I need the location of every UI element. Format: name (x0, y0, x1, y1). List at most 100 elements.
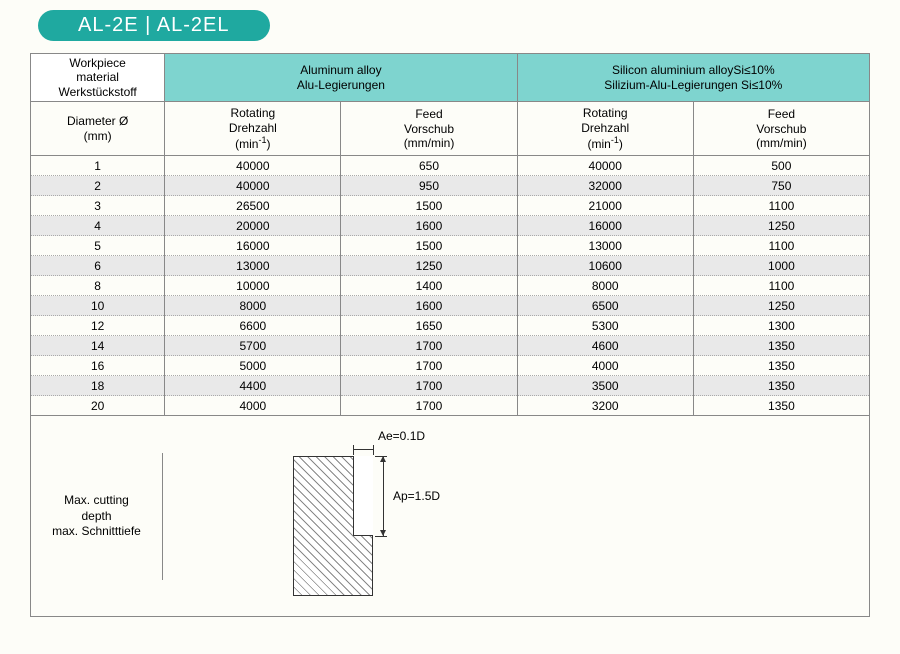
hdr-material: Workpiece material Werkstückstoff (31, 54, 165, 102)
cell-f1: 1600 (341, 296, 517, 316)
table-row: 14000065040000500 (31, 156, 870, 176)
hdr-feed-l3: (mm/min) (404, 136, 455, 150)
cell-r2: 21000 (517, 196, 693, 216)
hdr-rotating-1: Rotating Drehzahl (min-1) (165, 102, 341, 156)
cell-f2: 1350 (693, 396, 869, 416)
table-row: 3265001500210001100 (31, 196, 870, 216)
cell-d: 14 (31, 336, 165, 356)
cell-f2: 1350 (693, 356, 869, 376)
table-row: 810000140080001100 (31, 276, 870, 296)
cell-r2: 4600 (517, 336, 693, 356)
table-row: 145700170046001350 (31, 336, 870, 356)
footer-l1: Max. cutting (64, 493, 129, 507)
table-row: 5160001500130001100 (31, 236, 870, 256)
table-row: 6130001250106001000 (31, 256, 870, 276)
table-row: 4200001600160001250 (31, 216, 870, 236)
dim-ae-line (353, 449, 373, 450)
hdr-feed2-l1: Feed (768, 107, 795, 121)
cell-f2: 500 (693, 156, 869, 176)
cell-r2: 16000 (517, 216, 693, 236)
hdr-group1-l1: Aluminum alloy (300, 63, 381, 77)
dim-ae-label: Ae=0.1D (378, 429, 425, 443)
cell-f2: 1100 (693, 236, 869, 256)
cell-r1: 40000 (165, 156, 341, 176)
dim-ap-label: Ap=1.5D (393, 489, 440, 503)
table-row: 126600165053001300 (31, 316, 870, 336)
hdr-rot-l1: Rotating (230, 106, 275, 120)
cell-r1: 8000 (165, 296, 341, 316)
table-row: 24000095032000750 (31, 176, 870, 196)
cell-r2: 13000 (517, 236, 693, 256)
table-row: 165000170040001350 (31, 356, 870, 376)
hdr-rot2-l1: Rotating (583, 106, 628, 120)
table-row: 108000160065001250 (31, 296, 870, 316)
hdr-feed-l2: Vorschub (404, 122, 454, 136)
cell-r2: 10600 (517, 256, 693, 276)
cell-r2: 3500 (517, 376, 693, 396)
cell-r1: 5000 (165, 356, 341, 376)
cell-f1: 1400 (341, 276, 517, 296)
dim-ae-tick-r (373, 445, 374, 455)
hdr-group-silicon: Silicon aluminium alloySi≤10% Silizium-A… (517, 54, 869, 102)
cutting-diagram: Ae=0.1D Ap=1.5D (293, 431, 493, 601)
cell-f2: 1100 (693, 276, 869, 296)
cell-d: 16 (31, 356, 165, 376)
hdr-rot-l3b: ) (267, 137, 271, 151)
cell-r2: 3200 (517, 396, 693, 416)
cell-r2: 8000 (517, 276, 693, 296)
cell-r1: 20000 (165, 216, 341, 236)
cell-r2: 40000 (517, 156, 693, 176)
footer-l2: depth (81, 509, 111, 523)
cell-f1: 650 (341, 156, 517, 176)
hdr-group-aluminum: Aluminum alloy Alu-Legierungen (165, 54, 517, 102)
hdr-feed-l1: Feed (415, 107, 442, 121)
dim-ap-line (383, 456, 384, 536)
table-row: 184400170035001350 (31, 376, 870, 396)
cell-r1: 6600 (165, 316, 341, 336)
cell-f1: 1650 (341, 316, 517, 336)
cell-f2: 1250 (693, 296, 869, 316)
hdr-group1-l2: Alu-Legierungen (297, 78, 385, 92)
cell-r2: 4000 (517, 356, 693, 376)
cell-d: 10 (31, 296, 165, 316)
cell-r1: 40000 (165, 176, 341, 196)
cell-d: 6 (31, 256, 165, 276)
cell-f2: 1350 (693, 336, 869, 356)
cell-r1: 4400 (165, 376, 341, 396)
hdr-rot2-l3a: (min (588, 137, 611, 151)
dim-ap-arrow-bottom (380, 530, 386, 536)
cell-f2: 1350 (693, 376, 869, 396)
cell-f1: 1700 (341, 336, 517, 356)
cell-d: 5 (31, 236, 165, 256)
cell-f1: 1700 (341, 376, 517, 396)
hdr-material-l1: Workpiece (69, 56, 125, 70)
cell-r1: 10000 (165, 276, 341, 296)
cell-d: 1 (31, 156, 165, 176)
cell-r1: 5700 (165, 336, 341, 356)
footer-label: Max. cutting depth max. Schnitttiefe (31, 453, 163, 580)
dim-ap-arrow-top (380, 456, 386, 462)
footer-row: Max. cutting depth max. Schnitttiefe Ae=… (30, 416, 870, 617)
dim-ae-tick-l (353, 445, 354, 455)
cell-f2: 1250 (693, 216, 869, 236)
hdr-feed2-l2: Vorschub (756, 122, 806, 136)
table-row: 204000170032001350 (31, 396, 870, 416)
cell-f1: 1500 (341, 236, 517, 256)
cutting-data-table: Workpiece material Werkstückstoff Alumin… (30, 53, 870, 416)
diagram-cut (353, 456, 373, 536)
title-pill: AL-2E | AL-2EL (38, 10, 270, 41)
hdr-rot-l3a: (min (235, 137, 258, 151)
cell-f1: 1250 (341, 256, 517, 276)
footer-diagram: Ae=0.1D Ap=1.5D (163, 416, 869, 616)
cell-f1: 1500 (341, 196, 517, 216)
cell-r2: 32000 (517, 176, 693, 196)
hdr-feed-1: Feed Vorschub (mm/min) (341, 102, 517, 156)
cell-r1: 13000 (165, 256, 341, 276)
hdr-material-l3: Werkstückstoff (58, 85, 136, 99)
cell-f2: 1300 (693, 316, 869, 336)
cell-f1: 1700 (341, 356, 517, 376)
cell-f2: 750 (693, 176, 869, 196)
cell-d: 12 (31, 316, 165, 336)
cell-r2: 6500 (517, 296, 693, 316)
cell-d: 4 (31, 216, 165, 236)
